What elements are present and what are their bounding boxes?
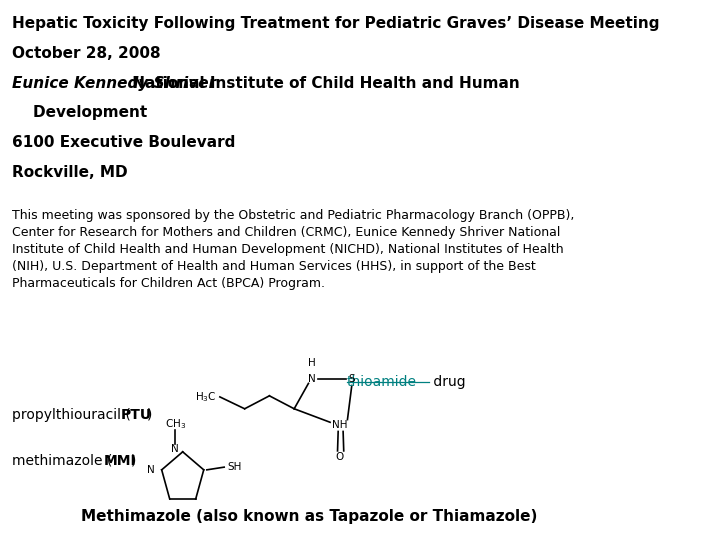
Text: National Institute of Child Health and Human: National Institute of Child Health and H…	[127, 76, 520, 91]
Text: Rockville, MD: Rockville, MD	[12, 165, 128, 180]
Text: CH$_3$: CH$_3$	[165, 417, 186, 430]
Text: SH: SH	[228, 462, 242, 472]
Text: PTU: PTU	[121, 408, 152, 422]
Text: methimazole (: methimazole (	[12, 454, 113, 468]
Text: propylthiouracil (: propylthiouracil (	[12, 408, 131, 422]
Text: S: S	[348, 374, 355, 384]
Text: N: N	[307, 374, 315, 384]
Text: Eunice Kennedy Shriver: Eunice Kennedy Shriver	[12, 76, 217, 91]
Text: thioamide: thioamide	[347, 375, 417, 389]
Text: 6100 Executive Boulevard: 6100 Executive Boulevard	[12, 135, 235, 150]
Text: This meeting was sponsored by the Obstetric and Pediatric Pharmacology Branch (O: This meeting was sponsored by the Obstet…	[12, 209, 575, 291]
Text: H: H	[307, 358, 315, 368]
Text: drug: drug	[429, 375, 466, 389]
Text: H$_3$C: H$_3$C	[195, 390, 217, 404]
Text: Hepatic Toxicity Following Treatment for Pediatric Graves’ Disease Meeting: Hepatic Toxicity Following Treatment for…	[12, 16, 660, 31]
Text: O: O	[336, 453, 343, 462]
Text: ): )	[131, 454, 136, 468]
Text: N: N	[147, 465, 154, 475]
Text: MMI: MMI	[104, 454, 137, 468]
Text: ): )	[148, 408, 153, 422]
Text: Development: Development	[12, 105, 148, 120]
Text: October 28, 2008: October 28, 2008	[12, 46, 161, 61]
Text: NH: NH	[332, 420, 347, 430]
Text: Methimazole (also known as Tapazole or Thiamazole): Methimazole (also known as Tapazole or T…	[81, 509, 538, 524]
Text: N: N	[171, 444, 179, 454]
